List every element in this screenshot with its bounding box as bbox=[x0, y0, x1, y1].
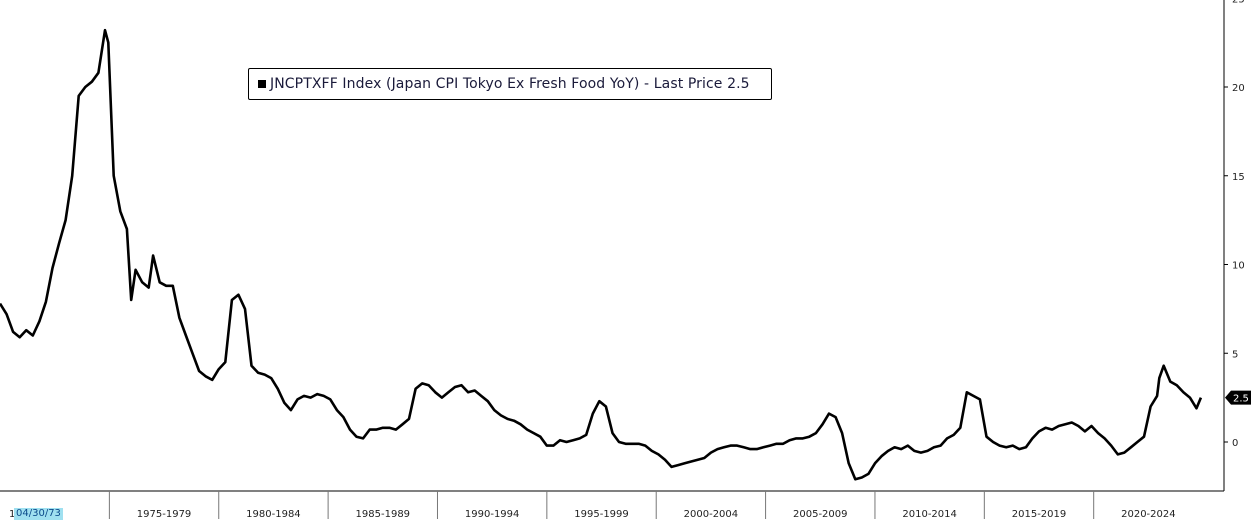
y-tick-label: 25 bbox=[1232, 0, 1245, 5]
y-tick-label: 0 bbox=[1232, 438, 1238, 449]
x-tick-label: 2010-2014 bbox=[902, 509, 957, 519]
legend-swatch-icon bbox=[258, 80, 266, 88]
legend-box: JNCPTXFF Index (Japan CPI Tokyo Ex Fresh… bbox=[248, 68, 772, 100]
series-line bbox=[0, 28, 1203, 481]
y-tick-label: 10 bbox=[1232, 261, 1245, 272]
y-tick-label: 5 bbox=[1232, 349, 1238, 360]
series-layer bbox=[0, 28, 1203, 481]
x-tick-label: 2005-2009 bbox=[793, 509, 848, 519]
last-value-tag: 2.5 bbox=[1225, 390, 1251, 405]
x-tick-label: 2000-2004 bbox=[684, 509, 739, 519]
last-value-tag-shape bbox=[1225, 390, 1251, 405]
cursor-date-label: 04/30/73 bbox=[14, 508, 63, 520]
x-tick-label: 1990-1994 bbox=[465, 509, 520, 519]
x-tick-label: 2015-2019 bbox=[1012, 509, 1067, 519]
y-axis: 0 5 10 15 20 25 bbox=[1223, 0, 1245, 491]
x-axis: 1975-1979 1980-1984 1985-1989 1990-1994 1995… bbox=[0, 490, 1224, 519]
last-value-tag-text: 2.5 bbox=[1233, 394, 1249, 405]
x-tick-label: 1995-1999 bbox=[574, 509, 629, 519]
y-tick-label: 20 bbox=[1232, 83, 1245, 94]
x-tick-label: 1985-1989 bbox=[356, 509, 411, 519]
x-tick-label: 2020-2024 bbox=[1121, 509, 1176, 519]
x-tick-label: 1975-1979 bbox=[137, 509, 192, 519]
x-tick-label: 1980-1984 bbox=[246, 509, 301, 519]
y-tick-label: 15 bbox=[1232, 172, 1245, 183]
legend-text: JNCPTXFF Index (Japan CPI Tokyo Ex Fresh… bbox=[270, 76, 750, 92]
